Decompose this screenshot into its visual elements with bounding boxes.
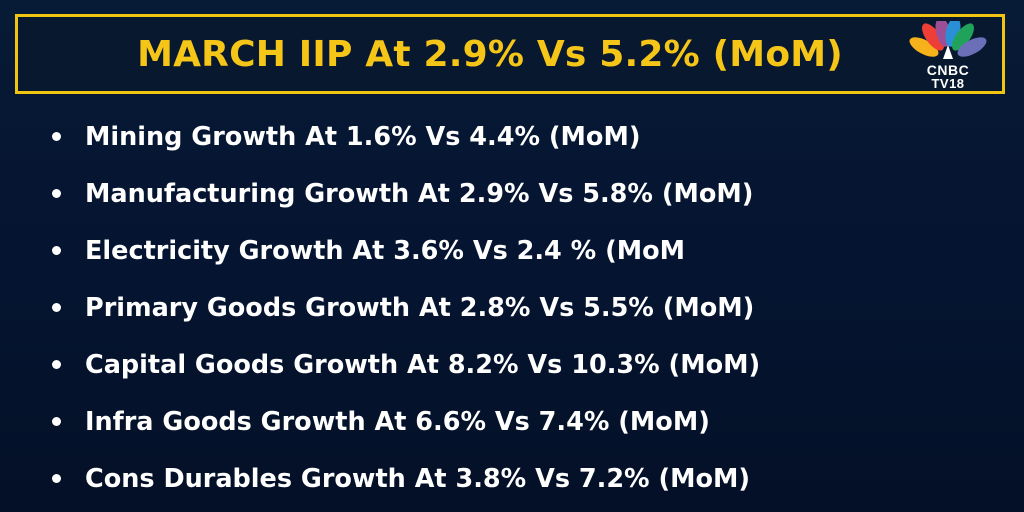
- bullet-dot-icon: [52, 132, 61, 141]
- list-item: Mining Growth At 1.6% Vs 4.4% (MoM): [52, 108, 760, 165]
- list-item: Capital Goods Growth At 8.2% Vs 10.3% (M…: [52, 336, 760, 393]
- list-item-text: Capital Goods Growth At 8.2% Vs 10.3% (M…: [85, 349, 761, 380]
- list-item-text: Primary Goods Growth At 2.8% Vs 5.5% (Mo…: [85, 292, 755, 323]
- bullet-dot-icon: [52, 303, 61, 312]
- cnbc-tv18-logo: CNBC TV18: [904, 21, 992, 91]
- list-item: Primary Goods Growth At 2.8% Vs 5.5% (Mo…: [52, 279, 760, 336]
- logo-text-tv18: TV18: [931, 76, 965, 91]
- bullet-dot-icon: [52, 189, 61, 198]
- headline-banner: MARCH IIP At 2.9% Vs 5.2% (MoM) CNBC TV1…: [15, 14, 1005, 94]
- list-item-text: Mining Growth At 1.6% Vs 4.4% (MoM): [85, 121, 641, 152]
- bullet-list: Mining Growth At 1.6% Vs 4.4% (MoM) Manu…: [52, 108, 760, 507]
- list-item: Cons Durables Growth At 3.8% Vs 7.2% (Mo…: [52, 450, 760, 507]
- headline-title: MARCH IIP At 2.9% Vs 5.2% (MoM): [137, 33, 843, 75]
- bullet-dot-icon: [52, 474, 61, 483]
- list-item: Infra Goods Growth At 6.6% Vs 7.4% (MoM): [52, 393, 760, 450]
- bullet-dot-icon: [52, 246, 61, 255]
- nbc-peacock-icon: [909, 21, 987, 59]
- bullet-dot-icon: [52, 360, 61, 369]
- list-item: Manufacturing Growth At 2.9% Vs 5.8% (Mo…: [52, 165, 760, 222]
- logo-text-cnbc: CNBC: [926, 62, 970, 78]
- list-item-text: Electricity Growth At 3.6% Vs 2.4 % (MoM: [85, 235, 686, 266]
- list-item-text: Infra Goods Growth At 6.6% Vs 7.4% (MoM): [85, 406, 710, 437]
- list-item-text: Cons Durables Growth At 3.8% Vs 7.2% (Mo…: [85, 463, 751, 494]
- list-item: Electricity Growth At 3.6% Vs 2.4 % (MoM: [52, 222, 760, 279]
- list-item-text: Manufacturing Growth At 2.9% Vs 5.8% (Mo…: [85, 178, 754, 209]
- bullet-dot-icon: [52, 417, 61, 426]
